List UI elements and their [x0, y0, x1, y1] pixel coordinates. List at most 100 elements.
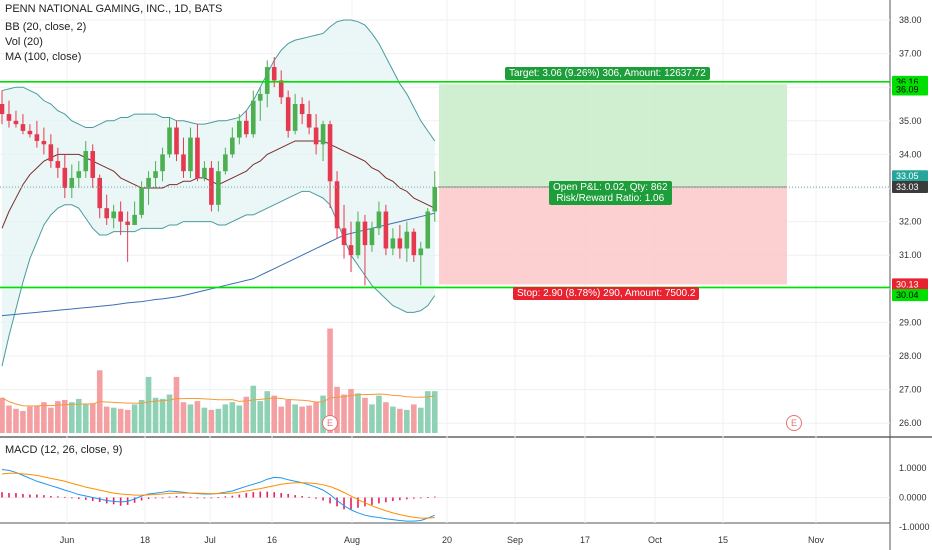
macd-histogram-bar — [385, 497, 387, 503]
candle-body — [174, 127, 179, 155]
volume-bar — [13, 408, 19, 433]
macd-histogram-bar — [189, 496, 192, 498]
volume-bar — [145, 376, 152, 433]
macd-histogram-bar — [245, 493, 248, 498]
candle-body — [153, 171, 158, 178]
candle-body — [334, 181, 340, 229]
candle-body — [83, 151, 89, 172]
candle-body — [139, 188, 144, 215]
candle-body — [6, 114, 12, 121]
legend-ma[interactable]: MA (100, close) — [5, 51, 82, 63]
price-tag-entry-bg — [892, 170, 928, 183]
price-tick-label: 37.00 — [899, 49, 922, 59]
volume-bar — [236, 405, 243, 433]
candle-body — [355, 221, 361, 256]
candle-body — [383, 211, 389, 249]
macd-histogram-bar — [322, 497, 324, 501]
volume-bar — [110, 407, 117, 433]
candle-body — [362, 221, 368, 246]
bollinger-upper — [1, 19, 436, 142]
candle-body — [20, 124, 26, 131]
macd-histogram-bar — [168, 496, 171, 498]
volume-bar — [383, 402, 389, 433]
earnings-marker-future[interactable]: E — [786, 415, 802, 431]
time-tick-label: Jun — [60, 535, 75, 545]
macd-histogram-bar — [57, 496, 59, 498]
stop-label[interactable]: Stop: 2.90 (8.78%) 290, Amount: 7500.2 — [513, 287, 700, 300]
time-tick-label: Aug — [344, 535, 360, 545]
macd-histogram-bar — [175, 496, 178, 498]
candle-body — [146, 177, 151, 188]
macd-histogram-bar — [350, 497, 352, 510]
volume-bar — [103, 406, 110, 433]
volume-bar — [166, 394, 173, 433]
macd-signal-line — [1, 472, 435, 519]
macd-histogram-bar — [336, 497, 338, 507]
legend-macd[interactable]: MACD (12, 26, close, 9) — [5, 444, 123, 456]
volume-bar — [271, 395, 278, 433]
volume-ma-line — [1, 393, 435, 407]
candle-body — [397, 238, 403, 249]
volume-bar — [48, 407, 54, 433]
price-tick-label: 31.00 — [899, 250, 922, 260]
price-tag-target-level: 36.16 — [896, 77, 919, 87]
macd-histogram-bar — [266, 491, 269, 498]
time-tick-label: Oct — [648, 535, 663, 545]
macd-histogram-bar — [36, 494, 38, 498]
volume-bar — [180, 402, 187, 433]
macd-histogram-bar — [203, 497, 206, 499]
volume-bar — [194, 401, 201, 433]
macd-histogram-bar — [238, 494, 241, 498]
pnl-label: Open P&L: 0.02, Qty: 862 — [553, 182, 668, 193]
volume-bar — [285, 400, 291, 433]
volume-bar — [306, 405, 312, 433]
volume-bar — [208, 409, 215, 433]
volume-bar — [313, 402, 319, 433]
legend-vol[interactable]: Vol (20) — [5, 36, 43, 48]
legend-bb[interactable]: BB (20, close, 2) — [5, 21, 87, 33]
volume-bar — [34, 405, 40, 433]
macd-tick-label: 0.0000 — [899, 493, 927, 503]
macd-histogram-bar — [15, 493, 17, 498]
macd-histogram-bar — [29, 494, 31, 498]
earnings-marker[interactable]: E — [322, 415, 338, 431]
macd-histogram-bar — [287, 493, 289, 498]
price-tick-label: 28.00 — [899, 351, 922, 361]
macd-histogram-bar — [252, 492, 255, 498]
volume-bar — [173, 376, 180, 433]
candle-body — [62, 167, 68, 188]
macd-histogram-bar — [77, 497, 80, 499]
time-tick-label: 17 — [580, 535, 590, 545]
candle-body — [278, 80, 284, 98]
macd-histogram-bar — [161, 497, 164, 499]
macd-histogram-bar — [154, 497, 157, 499]
candle-body — [244, 120, 249, 135]
candle-body — [418, 248, 424, 256]
volume-bar — [376, 395, 382, 433]
macd-histogram-bar — [406, 497, 408, 500]
macd-histogram-bar — [426, 497, 429, 499]
macd-histogram-bar — [273, 492, 276, 498]
candle-body — [69, 177, 75, 188]
price-tick-label: 29.00 — [899, 317, 922, 327]
candle-body — [404, 231, 410, 249]
price-tick-label: 26.00 — [899, 418, 922, 428]
target-label[interactable]: Target: 3.06 (9.26%) 306, Amount: 12637.… — [505, 67, 710, 80]
volume-bar — [404, 409, 410, 433]
time-tick-label: Sep — [507, 535, 523, 545]
macd-histogram-bar — [420, 497, 422, 499]
candle-body — [223, 154, 228, 172]
volume-bar — [41, 402, 47, 433]
price-tag-stop-level-bg — [892, 289, 928, 302]
volume-bar — [250, 385, 257, 433]
candle-body — [125, 221, 130, 225]
candle-body — [285, 97, 291, 131]
pnl-box[interactable]: Open P&L: 0.02, Qty: 862 Risk/Reward Rat… — [549, 181, 672, 205]
volume-bar — [390, 406, 396, 433]
candle-body — [132, 214, 137, 225]
candle-body — [76, 171, 82, 178]
macd-histogram-bar — [364, 497, 366, 507]
candle-body — [257, 93, 263, 101]
macd-histogram-bar — [259, 491, 262, 498]
